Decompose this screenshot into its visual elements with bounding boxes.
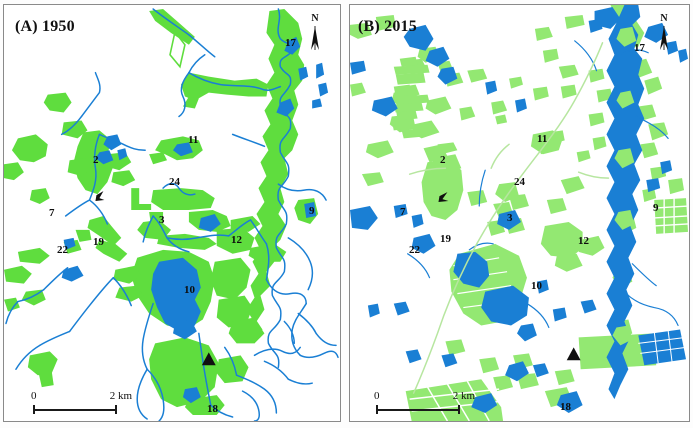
water-lines-1950 (5, 8, 339, 421)
site-label-9: 9 (653, 202, 659, 214)
vegetation-river-islands-2015 (612, 26, 637, 346)
site-label-7: 7 (400, 206, 406, 218)
north-letter: N (311, 13, 319, 24)
site-label-17: 17 (285, 37, 296, 49)
scale-tick-left (376, 405, 378, 414)
north-arrow-2015: N (653, 14, 675, 51)
road-lines-2015 (408, 42, 610, 394)
water-lines-2015 (407, 40, 679, 329)
map-graphic-2015 (350, 5, 689, 421)
site-label-24: 24 (169, 176, 180, 188)
scale-zero-label: 0 (374, 390, 380, 402)
scale-tick-right (115, 405, 117, 414)
map-graphic-1950 (4, 5, 340, 421)
site-label-12: 12 (578, 235, 589, 247)
water-polygons-2015 (350, 5, 689, 414)
scale-zero-label: 0 (31, 390, 37, 402)
north-arrow-1950: N (304, 14, 326, 51)
site-label-17: 17 (634, 42, 645, 54)
site-label-22: 22 (409, 244, 420, 256)
site-label-19: 19 (93, 236, 104, 248)
scale-tick-right (458, 405, 460, 414)
site-label-18: 18 (560, 401, 571, 413)
scale-bar-line (33, 409, 117, 411)
scale-bar-1950: 0 2 km (31, 390, 135, 414)
scale-bar-2015: 0 2 km (374, 390, 478, 414)
site-label-11: 11 (188, 134, 199, 146)
map-markers-2015 (438, 192, 581, 361)
site-label-12: 12 (231, 234, 242, 246)
site-label-3: 3 (159, 214, 165, 226)
site-label-22: 22 (57, 244, 68, 256)
site-label-18: 18 (207, 403, 218, 415)
north-arrow-icon (311, 26, 319, 50)
site-label-2: 2 (440, 154, 446, 166)
north-letter: N (660, 13, 668, 24)
site-label-10: 10 (184, 284, 195, 296)
map-markers-1950 (95, 191, 216, 366)
scale-max-label: 2 km (109, 390, 132, 402)
scale-bar-line (376, 409, 460, 411)
map-panel-2015: (B) 2015 N 0 2 km (349, 4, 690, 422)
site-label-19: 19 (440, 233, 451, 245)
site-label-9: 9 (309, 205, 315, 217)
site-label-7: 7 (49, 207, 55, 219)
site-label-2: 2 (93, 154, 99, 166)
map-panel-1950: (A) 1950 N 0 2 km (3, 4, 341, 422)
panel-title-1950: (A) 1950 (15, 18, 75, 35)
scale-tick-left (33, 405, 35, 414)
site-label-11: 11 (537, 133, 548, 145)
site-label-3: 3 (507, 212, 513, 224)
scale-max-label: 2 km (452, 390, 475, 402)
panel-title-2015: (B) 2015 (358, 18, 417, 35)
north-arrow-icon (660, 26, 668, 50)
site-label-24: 24 (514, 176, 525, 188)
site-label-10: 10 (531, 280, 542, 292)
